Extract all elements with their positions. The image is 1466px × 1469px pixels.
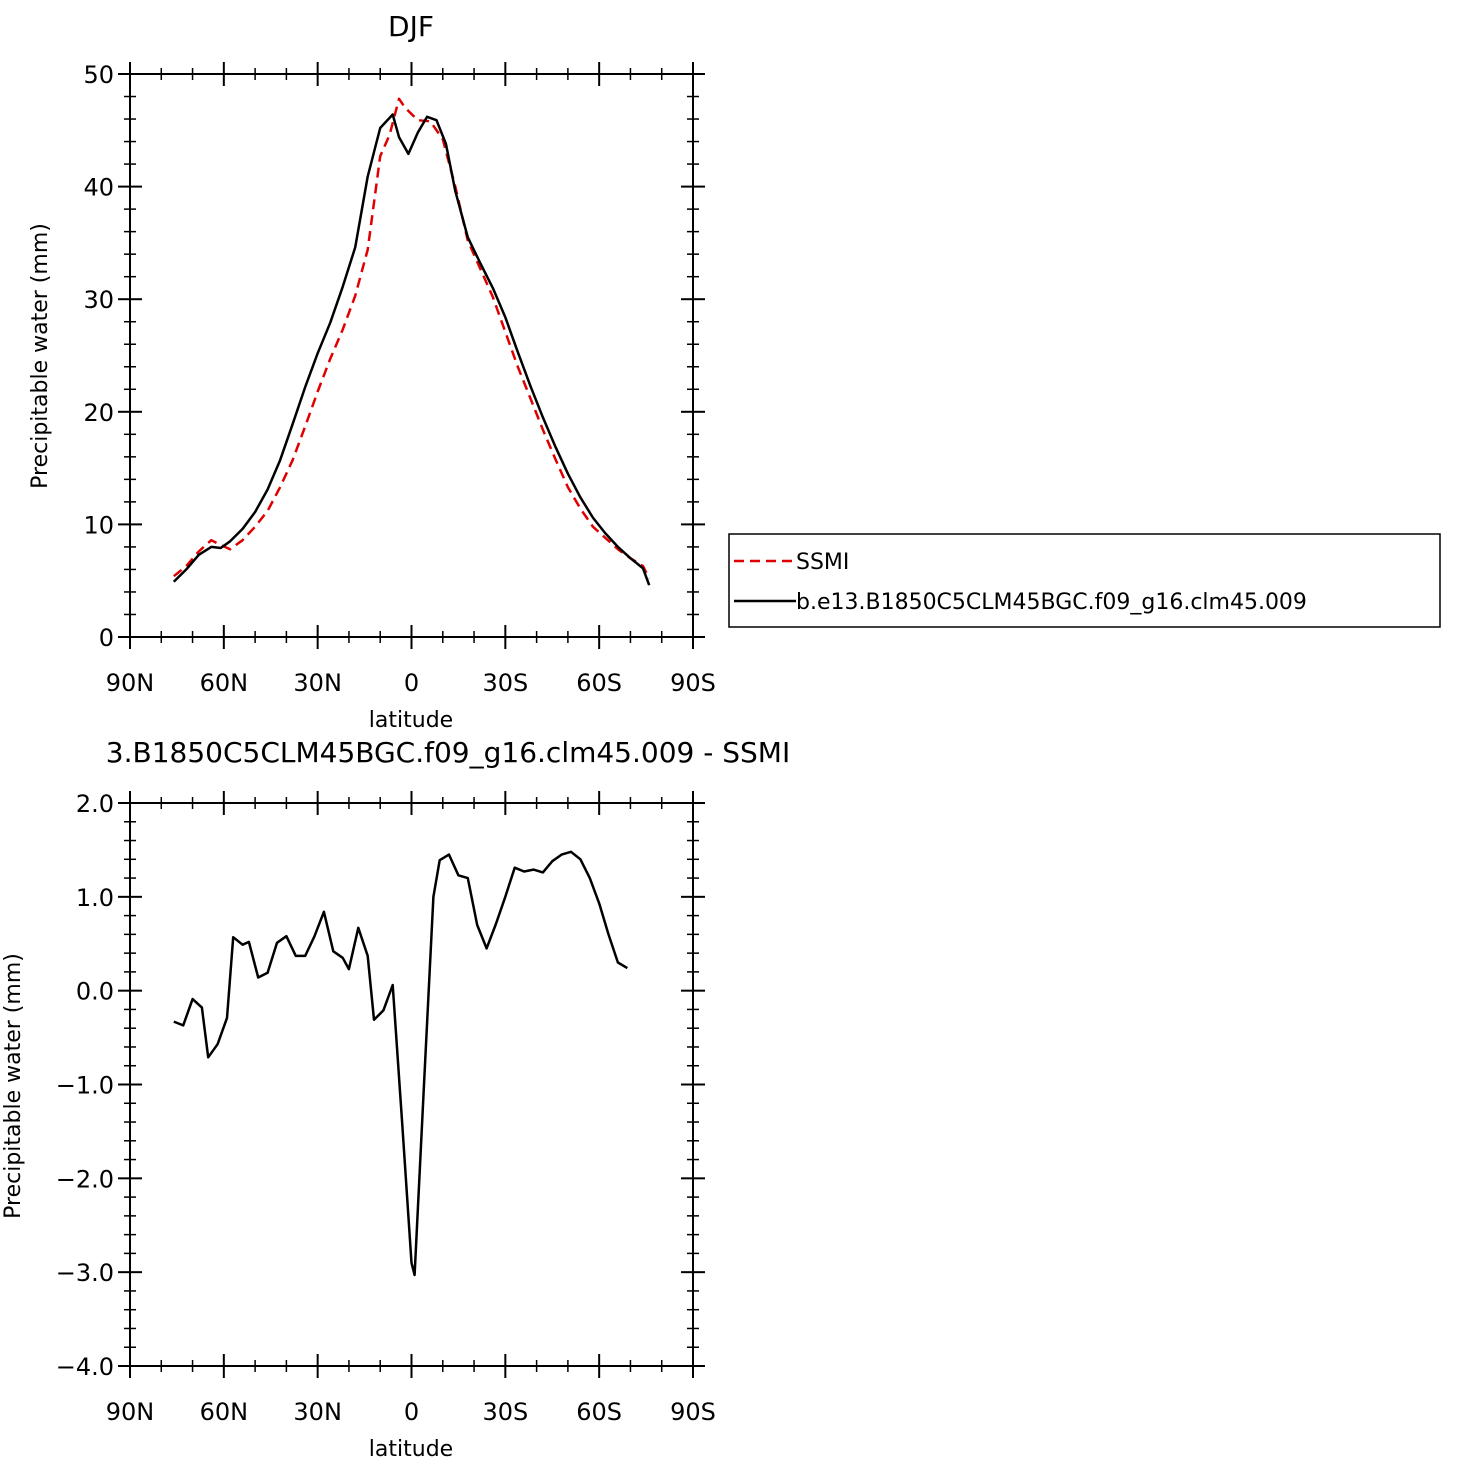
bottom-chart-ticks: 90N 60N 30N 0 30S 60S 90S −4.0 −3.0 −2.0 −1.0 0.0 1.…: [56, 790, 716, 1426]
top-chart-series-1-line: [172, 113, 651, 586]
bottom-chart-xtick-label: 60N: [200, 1398, 249, 1426]
top-chart-ytick-label: 10: [83, 511, 114, 539]
bottom-chart-xtick-label: 90N: [106, 1398, 155, 1426]
bottom-chart-xtick-label: 90S: [670, 1398, 716, 1426]
bottom-chart-ytick-label: 0.0: [76, 978, 114, 1006]
top-chart-ytick-label: 20: [83, 399, 114, 427]
top-chart-ticks: 90N 60N 30N 0 30S 60S 90S 0 10 20 30 40 50: [83, 61, 715, 697]
bottom-chart-ylabel: Precipitable water (mm): [1, 953, 26, 1219]
top-chart-xtick-label: 90N: [106, 669, 155, 697]
top-chart-xtick-label: 30S: [482, 669, 528, 697]
bottom-chart-title: 3.B1850C5CLM45BGC.f09_g16.clm45.009 - SS…: [106, 736, 790, 769]
bottom-chart-xtick-label: 30S: [482, 1398, 528, 1426]
top-chart-xtick-label: 60S: [576, 669, 622, 697]
top-chart-xtick-label: 0: [404, 669, 419, 697]
bottom-chart-panel: 3.B1850C5CLM45BGC.f09_g16.clm45.009 - SS…: [1, 736, 790, 1462]
bottom-chart-xlabel: latitude: [369, 1437, 453, 1462]
top-chart-xtick-label: 60N: [200, 669, 249, 697]
top-chart-xtick-label: 30N: [293, 669, 342, 697]
bottom-chart-frame: [129, 802, 694, 1367]
bottom-chart-ytick-label: −4.0: [56, 1353, 114, 1381]
top-chart-panel: DJF 90N 60N 30N 0 30S 60S 90S 0 10 20 30 40 50 latit…: [28, 10, 716, 733]
top-chart-ytick-label: 50: [83, 61, 114, 89]
top-chart-xlabel: latitude: [369, 708, 453, 733]
bottom-chart-ytick-label: −1.0: [56, 1072, 114, 1100]
legend-label-model: b.e13.B1850C5CLM45BGC.f09_g16.clm45.009: [796, 590, 1307, 615]
top-chart-ytick-label: 40: [83, 174, 114, 202]
bottom-chart-series-0-line: [173, 850, 628, 1277]
top-chart-title: DJF: [388, 10, 434, 43]
bottom-chart-series-group: [173, 850, 628, 1277]
bottom-chart-ytick-label: 1.0: [76, 884, 114, 912]
bottom-chart-ytick-label: −3.0: [56, 1259, 114, 1287]
legend-label-ssmi: SSMI: [796, 550, 849, 575]
top-chart-xtick-label: 90S: [670, 669, 716, 697]
bottom-chart-ytick-label: −2.0: [56, 1165, 114, 1193]
bottom-chart-xtick-label: 30N: [293, 1398, 342, 1426]
top-chart-series-group: [172, 97, 651, 586]
bottom-chart-ytick-label: 2.0: [76, 790, 114, 818]
top-chart-ytick-label: 0: [99, 624, 114, 652]
bottom-chart-xtick-label: 60S: [576, 1398, 622, 1426]
top-chart-frame: [129, 73, 694, 638]
bottom-chart-xtick-label: 0: [404, 1398, 419, 1426]
chart-legend: SSMI b.e13.B1850C5CLM45BGC.f09_g16.clm45…: [728, 533, 1441, 628]
legend-box: [728, 533, 1441, 628]
top-chart-ylabel: Precipitable water (mm): [28, 223, 53, 489]
top-chart-ytick-label: 30: [83, 286, 114, 314]
top-chart-series-0-line: [173, 97, 651, 579]
